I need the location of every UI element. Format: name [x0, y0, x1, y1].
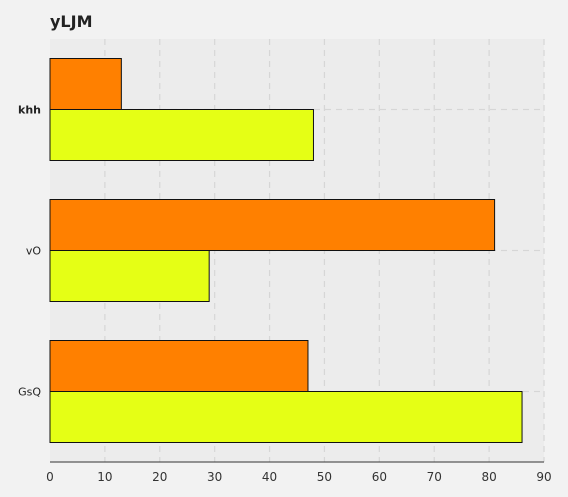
x-tick-label: 40: [262, 470, 277, 484]
x-tick-label: 50: [317, 470, 332, 484]
bar-khh-series-1: [49, 58, 122, 110]
x-tick-label: 10: [97, 470, 112, 484]
x-tick-labels: 0 10 20 30 40 50 60 70 80 90: [46, 470, 551, 484]
category-label: GsQ: [18, 386, 41, 399]
bar-khh-series-2: [49, 109, 314, 161]
bar-GsQ-series-1: [49, 340, 309, 392]
category-label: khh: [18, 104, 41, 117]
bar-vO-series-1: [49, 199, 496, 251]
x-tick-label: 90: [536, 470, 551, 484]
x-tick-label: 0: [46, 470, 54, 484]
bars: [49, 58, 523, 443]
x-tick-label: 80: [481, 470, 496, 484]
category-label: vO: [26, 245, 42, 258]
category-labels: khh vO GsQ: [18, 104, 41, 399]
x-tick-label: 70: [427, 470, 442, 484]
chart-title: yLJM: [50, 12, 93, 31]
x-tick-label: 60: [372, 470, 387, 484]
x-tick-label: 30: [207, 470, 222, 484]
x-tick-label: 20: [152, 470, 167, 484]
bar-GsQ-series-2: [49, 391, 523, 443]
bar-vO-series-2: [49, 250, 210, 302]
